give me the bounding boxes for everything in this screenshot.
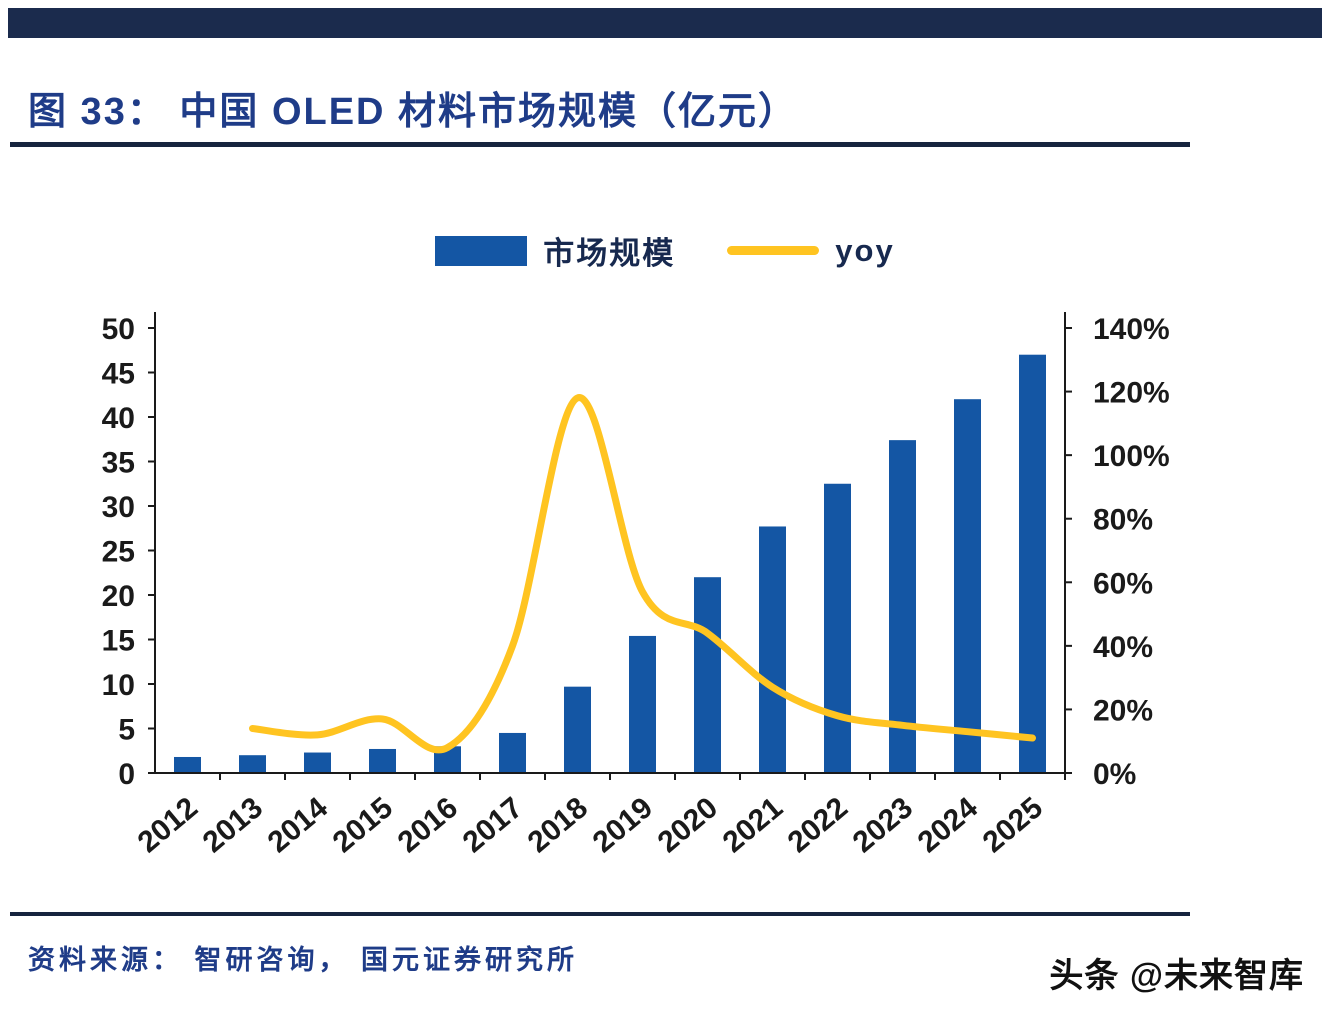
svg-text:2019: 2019 (587, 791, 659, 859)
footer-divider (10, 912, 1190, 916)
source-note: 资料来源： 智研咨询， 国元证券研究所 (28, 945, 579, 975)
legend-line-swatch (727, 246, 820, 255)
svg-text:45: 45 (102, 358, 135, 391)
svg-text:15: 15 (102, 625, 135, 658)
title-divider (10, 142, 1190, 147)
svg-text:30: 30 (102, 491, 135, 524)
svg-text:2024: 2024 (912, 791, 985, 859)
svg-text:100%: 100% (1093, 440, 1170, 473)
svg-text:2018: 2018 (522, 791, 594, 859)
chart-legend: 市场规模 yoy (0, 228, 1330, 273)
svg-text:2017: 2017 (457, 791, 529, 859)
legend-bar-swatch (435, 235, 528, 266)
svg-text:50: 50 (102, 313, 135, 346)
legend-line-label: yoy (835, 232, 895, 268)
svg-text:2012: 2012 (132, 791, 204, 859)
legend-item-yoy: yoy (727, 233, 894, 269)
svg-text:20%: 20% (1093, 694, 1153, 727)
svg-text:2015: 2015 (327, 791, 399, 859)
svg-text:2022: 2022 (782, 791, 854, 859)
svg-text:2014: 2014 (262, 791, 335, 859)
svg-text:2025: 2025 (977, 791, 1049, 859)
svg-text:0%: 0% (1093, 758, 1136, 791)
svg-text:20: 20 (102, 580, 135, 613)
combo-chart: 051015202530354045500%20%40%60%80%100%12… (102, 312, 1170, 859)
svg-text:25: 25 (102, 536, 135, 569)
svg-text:35: 35 (102, 447, 135, 480)
svg-text:40%: 40% (1093, 631, 1153, 664)
svg-text:40: 40 (102, 402, 135, 435)
svg-text:60%: 60% (1093, 567, 1153, 600)
svg-text:140%: 140% (1093, 313, 1170, 346)
svg-text:2023: 2023 (847, 791, 919, 859)
svg-text:2020: 2020 (652, 791, 724, 859)
svg-text:120%: 120% (1093, 377, 1170, 410)
watermark: 头条 @未来智库 (1049, 957, 1304, 995)
svg-text:80%: 80% (1093, 504, 1153, 537)
svg-text:2013: 2013 (197, 791, 269, 859)
top-accent-bar (8, 8, 1322, 38)
svg-text:5: 5 (118, 714, 135, 747)
svg-text:10: 10 (102, 669, 135, 702)
svg-text:0: 0 (118, 758, 135, 791)
svg-text:2016: 2016 (392, 791, 464, 859)
legend-item-market-size: 市场规模 (435, 228, 675, 273)
svg-text:2021: 2021 (717, 791, 789, 859)
figure-title: 图 33： 中国 OLED 材料市场规模（亿元） (28, 91, 799, 133)
legend-bar-label: 市场规模 (543, 236, 676, 271)
